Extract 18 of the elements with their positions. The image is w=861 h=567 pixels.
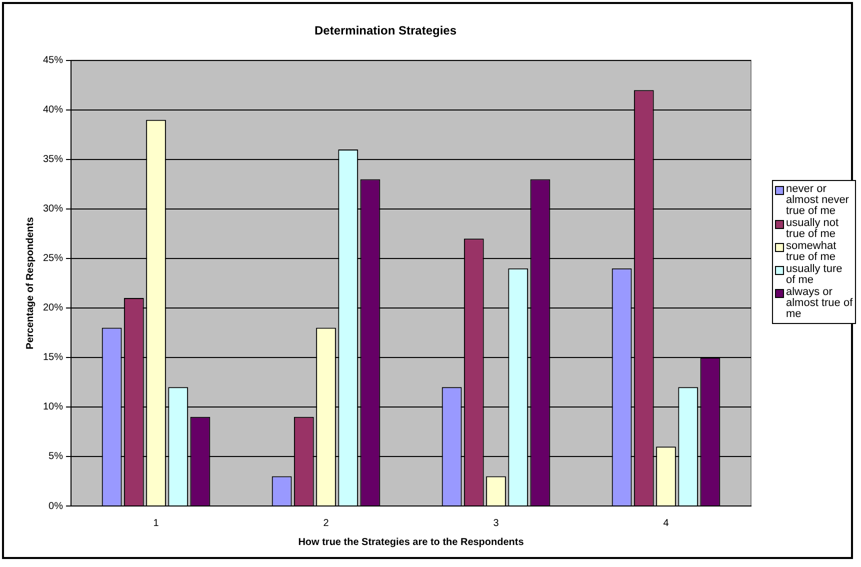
y-tick-label: 45% — [43, 55, 64, 66]
legend-label: always or almost true of me — [786, 286, 853, 320]
y-tick-label: 15% — [43, 352, 64, 364]
x-tick-label: 2 — [323, 518, 330, 529]
y-axis-title: Percentage of Respondents — [24, 216, 36, 350]
y-tick-label: 10% — [43, 402, 64, 413]
y-tick-label: 20% — [43, 302, 64, 314]
x-tick-label: 1 — [153, 518, 160, 529]
chart-title: Determination Strategies — [314, 24, 457, 38]
x-tick-label: 3 — [493, 518, 500, 529]
y-tick-label: 40% — [43, 104, 64, 116]
x-tick-label: 4 — [663, 518, 670, 529]
y-tick-label: 30% — [43, 204, 64, 215]
x-axis-title: How true the Strategies are to the Respondents — [298, 536, 524, 548]
y-tick-label: 25% — [43, 253, 64, 264]
y-tick-label: 5% — [48, 451, 64, 462]
y-tick-label: 35% — [43, 154, 64, 166]
y-tick-label: 0% — [48, 500, 64, 512]
